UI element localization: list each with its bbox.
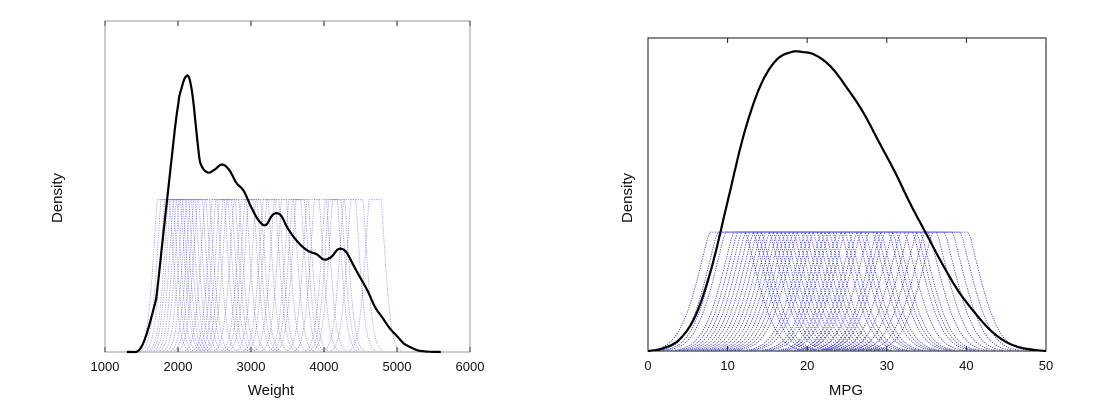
plot-frame bbox=[104, 20, 471, 353]
x-tick-label: 4000 bbox=[310, 359, 339, 374]
kernel-curve bbox=[177, 199, 230, 352]
x-tick-label: 50 bbox=[1039, 358, 1053, 373]
kernel-curve bbox=[170, 199, 223, 352]
x-axis-label: MPG bbox=[829, 382, 863, 399]
kernel-curve bbox=[842, 231, 996, 351]
x-tick-label: 30 bbox=[880, 358, 894, 373]
kernel-curve bbox=[153, 199, 206, 352]
x-tick-label: 6000 bbox=[456, 359, 485, 374]
kernel-curve bbox=[247, 199, 299, 352]
kernel-curve bbox=[261, 199, 314, 352]
kernel-group bbox=[651, 231, 1027, 351]
x-tick-label: 40 bbox=[959, 358, 973, 373]
kernel-curve bbox=[268, 199, 321, 352]
kernel-curve bbox=[272, 199, 325, 352]
kernel-curve bbox=[802, 231, 956, 351]
kernel-curve bbox=[148, 199, 201, 352]
kernel-curve bbox=[309, 199, 361, 352]
kernel-curve bbox=[203, 199, 255, 352]
x-tick-label: 3000 bbox=[237, 359, 266, 374]
kernel-curve bbox=[144, 199, 197, 352]
kernel-curve bbox=[141, 199, 193, 352]
kernel-curve bbox=[221, 199, 274, 352]
x-tick-label: 2000 bbox=[164, 359, 193, 374]
kernel-curve bbox=[874, 231, 1027, 351]
kernel-curve bbox=[137, 199, 190, 352]
kernel-curve bbox=[225, 199, 277, 352]
y-axis-label: Density bbox=[619, 172, 636, 223]
kernel-curve bbox=[214, 199, 266, 352]
kernel-curve bbox=[294, 199, 347, 352]
x-tick-label: 10 bbox=[720, 358, 734, 373]
kernel-curve bbox=[305, 199, 358, 352]
x-tick-label: 5000 bbox=[383, 359, 412, 374]
density-curve bbox=[647, 50, 1047, 353]
kernel-curve bbox=[156, 199, 209, 352]
kernel-curve bbox=[834, 231, 988, 351]
kernel-curve bbox=[826, 231, 980, 351]
kernel-curve bbox=[184, 199, 237, 352]
kernel-curve bbox=[243, 199, 296, 352]
plot-frame bbox=[647, 37, 1047, 352]
x-tick-label: 20 bbox=[800, 358, 814, 373]
kernel-curve bbox=[166, 199, 219, 352]
weight-density-chart: Density Weight 1000 2000 3000 4000 5000 6000 bbox=[0, 0, 546, 405]
kernel-curve bbox=[651, 231, 805, 351]
mpg-density-chart: Density MPG 0 10 20 30 40 50 bbox=[546, 0, 1093, 405]
kernel-curve bbox=[174, 199, 226, 352]
kernel-curve bbox=[746, 231, 900, 351]
kernel-curve bbox=[206, 199, 259, 352]
x-tick-label: 1000 bbox=[91, 359, 120, 374]
kernel-curve bbox=[794, 231, 948, 351]
kernel-curve bbox=[323, 199, 376, 352]
kernel-curve bbox=[195, 199, 248, 352]
kernel-curve bbox=[276, 199, 328, 352]
kernel-group bbox=[137, 199, 401, 352]
kernel-curve bbox=[199, 199, 252, 352]
kernel-curve bbox=[163, 199, 215, 352]
density-curve bbox=[126, 74, 441, 354]
kernel-curve bbox=[810, 231, 964, 351]
kernel-curve bbox=[330, 199, 383, 352]
y-axis-label: Density bbox=[49, 172, 66, 223]
mpg-density-plot: Density MPG 0 10 20 30 40 50 bbox=[619, 37, 1053, 399]
kernel-curve bbox=[287, 199, 339, 352]
x-axis-label: Weight bbox=[248, 382, 295, 399]
kernel-curve bbox=[159, 199, 212, 352]
kernel-curve bbox=[866, 231, 1019, 351]
x-tick-label: 0 bbox=[644, 358, 651, 373]
kernel-curve bbox=[192, 199, 245, 352]
kernel-curve bbox=[850, 231, 1004, 351]
kernel-curve bbox=[254, 199, 307, 352]
kernel-curve bbox=[762, 231, 916, 351]
kernel-curve bbox=[312, 199, 365, 352]
kernel-curve bbox=[349, 199, 401, 352]
weight-density-plot: Density Weight 1000 2000 3000 4000 5000 6000 bbox=[49, 20, 485, 399]
kernel-curve bbox=[236, 199, 288, 352]
kernel-curve bbox=[228, 199, 281, 352]
